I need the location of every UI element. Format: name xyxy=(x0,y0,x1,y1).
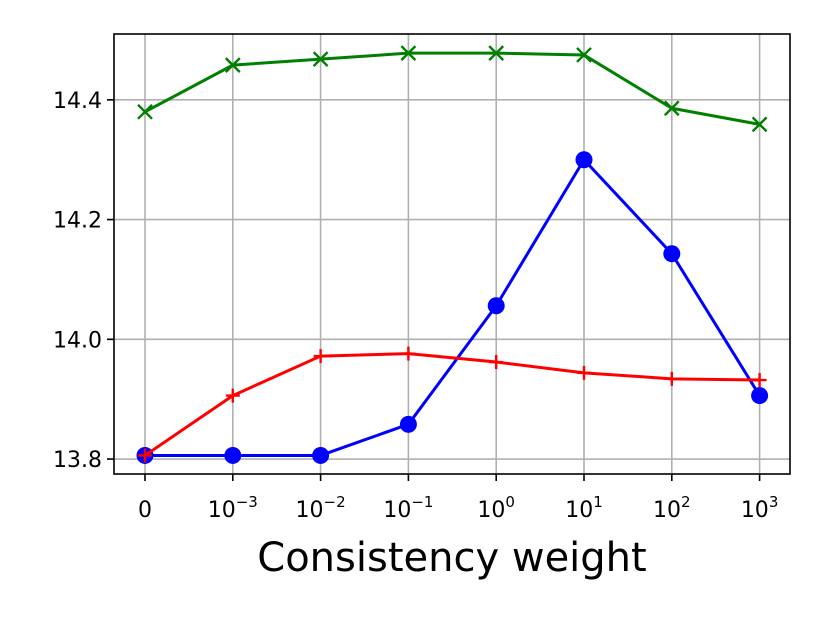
data-point xyxy=(488,45,505,62)
x-tick-label: 10−2 xyxy=(296,493,346,523)
data-point xyxy=(751,387,769,405)
data-point xyxy=(224,57,241,73)
data-point xyxy=(577,365,591,380)
data-point xyxy=(752,373,767,388)
series-1 xyxy=(136,151,769,464)
x-tick-label: 100 xyxy=(477,493,515,523)
series-line xyxy=(145,158,761,457)
data-point xyxy=(312,51,329,67)
data-point xyxy=(751,116,768,133)
y-tick-label: 14.0 xyxy=(53,328,102,353)
data-point xyxy=(487,297,505,315)
series-2 xyxy=(138,346,767,463)
data-point xyxy=(225,388,240,403)
data-point xyxy=(312,446,330,464)
series-line xyxy=(144,51,760,126)
data-point xyxy=(137,103,153,120)
series-0 xyxy=(137,45,768,133)
x-tick-label: 0 xyxy=(138,498,152,523)
data-point xyxy=(664,371,679,386)
data-point xyxy=(138,448,152,463)
series-line xyxy=(144,352,760,457)
x-axis-title: Consistency weight xyxy=(257,535,646,581)
data-point xyxy=(489,355,504,370)
axis-ticks: 0 10−3 10−2 10−1 100 101 102 103 13.8 14.0 14.2 14.… xyxy=(53,89,778,523)
x-tick-label: 103 xyxy=(741,493,779,523)
data-point xyxy=(576,47,592,63)
data-point xyxy=(663,100,680,117)
data-point xyxy=(400,45,417,62)
plot-area-frame xyxy=(113,33,791,475)
data-point xyxy=(575,151,593,169)
series-group xyxy=(136,45,769,464)
y-tick-label: 14.4 xyxy=(53,89,102,114)
data-point xyxy=(399,415,417,433)
data-point xyxy=(313,349,328,364)
y-tick-label: 13.8 xyxy=(53,448,102,473)
x-tick-label: 10−1 xyxy=(383,493,433,523)
data-point xyxy=(663,245,681,263)
data-point xyxy=(224,446,242,464)
x-tick-label: 102 xyxy=(653,493,691,523)
y-tick-label: 14.2 xyxy=(53,209,102,234)
x-tick-label: 10−3 xyxy=(208,493,258,523)
x-tick-label: 101 xyxy=(565,493,603,523)
grid xyxy=(114,34,790,474)
data-point xyxy=(401,346,416,361)
